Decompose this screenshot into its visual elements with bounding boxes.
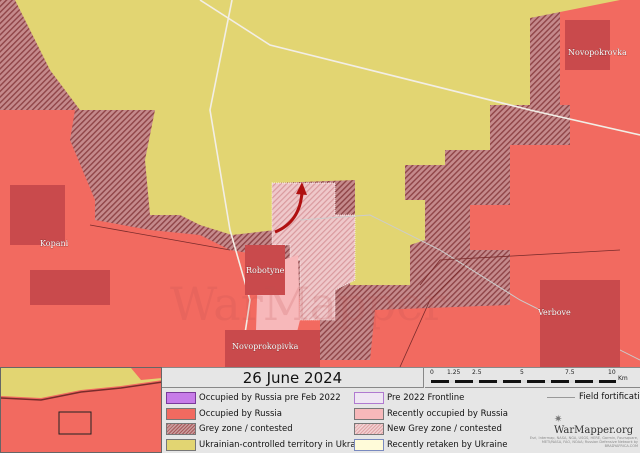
scale-bar: 0 1.25 2.5 5 7.5 10 Km xyxy=(425,368,640,388)
legend-item: Grey zone / contested xyxy=(166,423,293,435)
compass-icon: ✷ xyxy=(554,414,563,425)
legend-item: Recently occupied by Russia xyxy=(354,408,508,420)
legend-item: Pre 2022 Frontline xyxy=(354,392,464,404)
scale-tick: 2.5 xyxy=(472,369,482,376)
arrow-head xyxy=(296,182,307,195)
legend-item: Recently retaken by Ukraine xyxy=(354,439,507,451)
scale-tick: 5 xyxy=(520,369,524,376)
credits: Esri, Intermap, NASA, NGA, USGS, HERE, G… xyxy=(529,436,638,448)
scale-tick: 0 xyxy=(430,369,434,376)
scale-unit: Km xyxy=(618,375,628,382)
town-label: Novopokrovka xyxy=(568,48,627,57)
road xyxy=(199,0,640,136)
advance-arrow-icon xyxy=(274,191,304,234)
legend-field-fortifications: Field fortifications xyxy=(547,392,640,402)
legend-item: New Grey zone / contested xyxy=(354,423,502,435)
town-label: Novoprokopivka xyxy=(232,342,299,351)
map-canvas[interactable]: Kopani Robotyne Novopokrovka Verbove Nov… xyxy=(0,0,640,367)
legend-item: Ukrainian-controlled territory in Ukrain… xyxy=(166,439,369,451)
scale-tick: 7.5 xyxy=(565,369,575,376)
scale-tick: 1.25 xyxy=(447,369,461,376)
town-label: Verbove xyxy=(537,308,571,317)
road xyxy=(209,0,251,367)
town-label: Kopani xyxy=(40,239,69,248)
watermark: WarMapper xyxy=(170,277,445,331)
scale-tick: 10 xyxy=(608,369,616,376)
inset-map xyxy=(0,367,162,453)
field-fortification xyxy=(89,224,621,367)
settlements xyxy=(10,20,620,367)
town-label: Robotyne xyxy=(246,266,285,275)
legend: 26 June 2024 0 1.25 2.5 5 7.5 10 Km Occu… xyxy=(162,367,640,453)
brand-logo: ✷ WarMapper.org xyxy=(554,414,634,436)
ukraine-controlled-area xyxy=(15,0,620,285)
legend-item: Occupied by Russia xyxy=(166,408,282,420)
map-date: 26 June 2024 xyxy=(162,368,424,388)
legend-item: Occupied by Russia pre Feb 2022 xyxy=(166,392,341,404)
